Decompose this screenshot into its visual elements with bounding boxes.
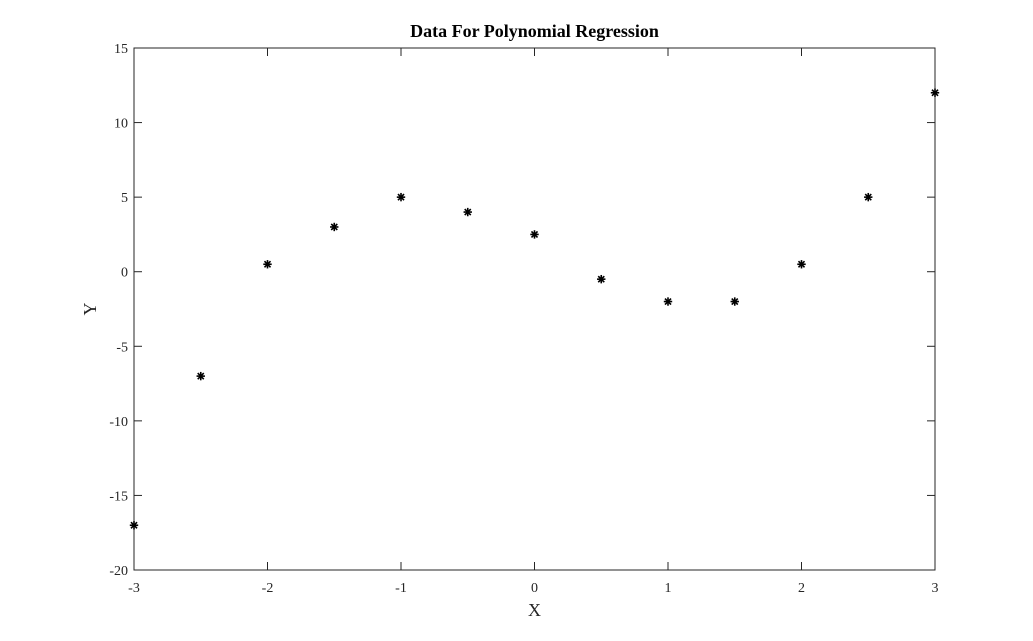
y-tick-label: 0 (121, 266, 128, 281)
y-tick-label: 10 (114, 117, 128, 132)
plot-area (133, 47, 936, 571)
data-point (663, 297, 673, 306)
x-tick-label: 2 (798, 581, 805, 596)
data-point (463, 207, 472, 217)
x-tick-label: -1 (395, 581, 407, 596)
y-tick-label: -5 (116, 340, 128, 355)
data-point (530, 230, 539, 239)
data-point (263, 260, 272, 269)
data-point (730, 297, 739, 306)
axis-ticks (133, 47, 936, 571)
y-axis-label: Y (80, 303, 100, 316)
x-tick-label: -2 (262, 581, 274, 596)
data-point (597, 274, 606, 284)
y-tick-label: 15 (114, 42, 128, 57)
data-point (196, 371, 205, 381)
x-tick-label: 1 (665, 581, 672, 596)
data-point (930, 88, 940, 97)
x-tick-label: -3 (128, 581, 140, 596)
y-tick-label: -10 (109, 415, 128, 430)
chart-title: Data For Polynomial Regression (410, 21, 659, 41)
data-point (396, 192, 406, 202)
y-tick-label: -15 (109, 489, 128, 504)
data-point (330, 222, 339, 232)
x-axis-label: X (528, 600, 541, 620)
x-tick-label: 3 (932, 581, 939, 596)
data-point (797, 260, 806, 269)
data-point (864, 192, 873, 202)
y-tick-label: 5 (121, 191, 128, 206)
x-tick-label: 0 (531, 581, 538, 596)
y-tick-label: -20 (109, 564, 128, 579)
data-points (129, 88, 940, 530)
data-point (129, 521, 139, 530)
